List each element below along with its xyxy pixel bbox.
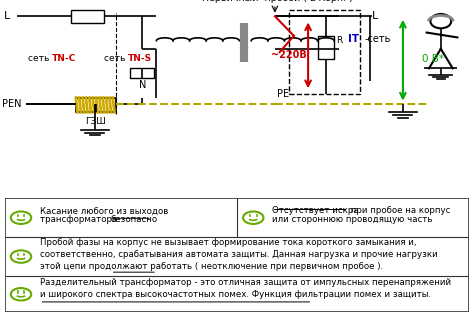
Text: Отсутствует искра: Отсутствует искра: [272, 206, 358, 215]
Text: Касание любого из выходов: Касание любого из выходов: [39, 206, 168, 215]
Text: L: L: [372, 11, 378, 21]
Text: R: R: [337, 36, 343, 45]
Text: при пробое на корпус: при пробое на корпус: [348, 206, 451, 215]
Text: PE: PE: [277, 89, 290, 99]
Text: ГЗШ: ГЗШ: [85, 117, 107, 126]
Text: N: N: [138, 80, 146, 90]
Text: -сеть: -сеть: [365, 34, 392, 44]
Bar: [318, 36, 334, 59]
Text: Разделительный трансформатор - это отличная защита от импульсных перенапряжений
: Разделительный трансформатор - это отлич…: [39, 278, 451, 299]
Text: TN-S: TN-S: [128, 54, 152, 63]
Text: или стороннюю проводящую часть: или стороннюю проводящую часть: [272, 215, 432, 224]
Text: PEN: PEN: [2, 99, 22, 109]
Text: трансформатора: трансформатора: [39, 215, 119, 224]
Bar: [71, 10, 104, 23]
Text: Пробой фазы на корпус не вызывает формирование тока короткого замыкания и,
соотв: Пробой фазы на корпус не вызывает формир…: [39, 238, 438, 271]
Bar: [289, 10, 360, 94]
Text: 0 В*: 0 В*: [422, 54, 444, 64]
Text: IT: IT: [348, 34, 359, 44]
Text: безопасно: безопасно: [110, 215, 157, 224]
Bar: [76, 98, 116, 112]
Text: сеть: сеть: [104, 54, 128, 63]
Text: ~220В: ~220В: [271, 50, 307, 60]
Bar: [130, 68, 154, 78]
Text: L: L: [4, 11, 10, 21]
Text: Первичный  пробой ( L-Корп. ): Первичный пробой ( L-Корп. ): [202, 0, 353, 3]
Text: сеть: сеть: [28, 54, 52, 63]
Text: TN-C: TN-C: [52, 54, 76, 63]
